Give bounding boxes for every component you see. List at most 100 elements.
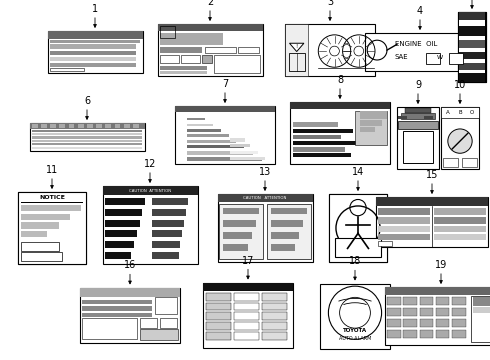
Bar	[434, 225, 486, 232]
Bar	[442, 158, 459, 167]
Bar	[293, 147, 345, 152]
Bar	[398, 116, 407, 120]
Bar	[230, 157, 265, 160]
Text: TOYOTA: TOYOTA	[343, 328, 367, 333]
Bar	[50, 124, 56, 128]
Circle shape	[354, 46, 364, 56]
Bar	[230, 150, 258, 154]
Bar	[401, 113, 435, 120]
Bar	[80, 288, 180, 342]
Text: 17: 17	[242, 256, 254, 266]
Bar	[203, 283, 293, 347]
Bar	[50, 40, 140, 43]
Bar	[270, 208, 307, 215]
Bar	[206, 312, 231, 320]
Bar	[124, 124, 129, 128]
Bar	[320, 284, 390, 348]
Bar	[50, 63, 136, 67]
Bar	[234, 332, 259, 340]
Bar	[262, 332, 287, 340]
Bar	[41, 124, 47, 128]
Bar	[102, 186, 197, 195]
Bar	[436, 308, 449, 316]
Bar	[424, 116, 433, 120]
Text: O: O	[469, 110, 473, 115]
Bar	[18, 192, 86, 264]
Bar	[50, 68, 84, 71]
Bar	[152, 241, 180, 248]
Bar	[403, 131, 433, 163]
Bar	[22, 205, 81, 211]
Text: NOTICE: NOTICE	[39, 195, 65, 200]
Bar	[355, 111, 387, 145]
Bar	[32, 130, 142, 132]
Bar	[50, 57, 136, 61]
Bar	[238, 47, 259, 53]
Bar	[22, 242, 59, 251]
Bar	[69, 124, 74, 128]
Bar	[152, 198, 188, 205]
Bar	[449, 53, 463, 64]
Bar	[452, 319, 466, 327]
Bar	[335, 238, 381, 257]
Text: CAUTION  ATTENTION: CAUTION ATTENTION	[129, 189, 171, 193]
Text: B: B	[458, 110, 462, 115]
Bar	[160, 66, 207, 70]
Text: CAUTION   ATTENTION: CAUTION ATTENTION	[244, 196, 287, 200]
Bar	[459, 12, 485, 21]
Bar	[459, 70, 485, 73]
Bar	[285, 24, 308, 76]
Bar	[32, 147, 142, 149]
Bar	[471, 296, 490, 342]
Bar	[140, 318, 157, 328]
Bar	[387, 297, 401, 305]
Bar	[365, 33, 475, 71]
Bar	[378, 225, 430, 232]
Bar	[32, 140, 142, 142]
Bar	[223, 232, 252, 239]
Bar	[262, 312, 287, 320]
Bar	[285, 24, 375, 76]
Bar	[462, 158, 477, 167]
Bar	[105, 241, 134, 248]
Text: 10: 10	[454, 80, 466, 90]
Bar	[82, 300, 152, 304]
Bar	[160, 47, 201, 53]
Bar	[270, 232, 299, 239]
Bar	[234, 303, 259, 310]
Bar	[205, 47, 236, 53]
Bar	[82, 313, 152, 317]
Bar	[420, 330, 433, 338]
Bar	[181, 55, 199, 63]
Bar	[187, 129, 221, 132]
Bar	[18, 192, 86, 264]
Bar	[436, 319, 449, 327]
Bar	[155, 297, 177, 314]
Bar	[452, 330, 466, 338]
Bar	[329, 194, 387, 262]
Text: 6: 6	[84, 96, 90, 106]
Bar	[96, 124, 102, 128]
Bar	[441, 107, 479, 118]
Bar	[290, 102, 390, 164]
Bar	[80, 288, 180, 297]
Bar	[378, 217, 430, 224]
Bar	[293, 141, 358, 145]
Bar	[293, 153, 351, 157]
Text: 16: 16	[124, 261, 136, 270]
Bar	[48, 31, 143, 39]
Bar	[262, 322, 287, 330]
Bar	[152, 252, 178, 259]
Bar	[290, 102, 390, 109]
Text: 13: 13	[259, 167, 271, 177]
Text: W: W	[437, 55, 443, 60]
Text: 3: 3	[327, 0, 333, 7]
Bar	[262, 293, 287, 301]
Bar	[160, 55, 178, 63]
Bar	[293, 135, 341, 139]
Bar	[206, 293, 231, 301]
Bar	[133, 124, 139, 128]
Bar	[459, 52, 485, 59]
Bar	[459, 48, 485, 52]
Circle shape	[330, 46, 340, 56]
